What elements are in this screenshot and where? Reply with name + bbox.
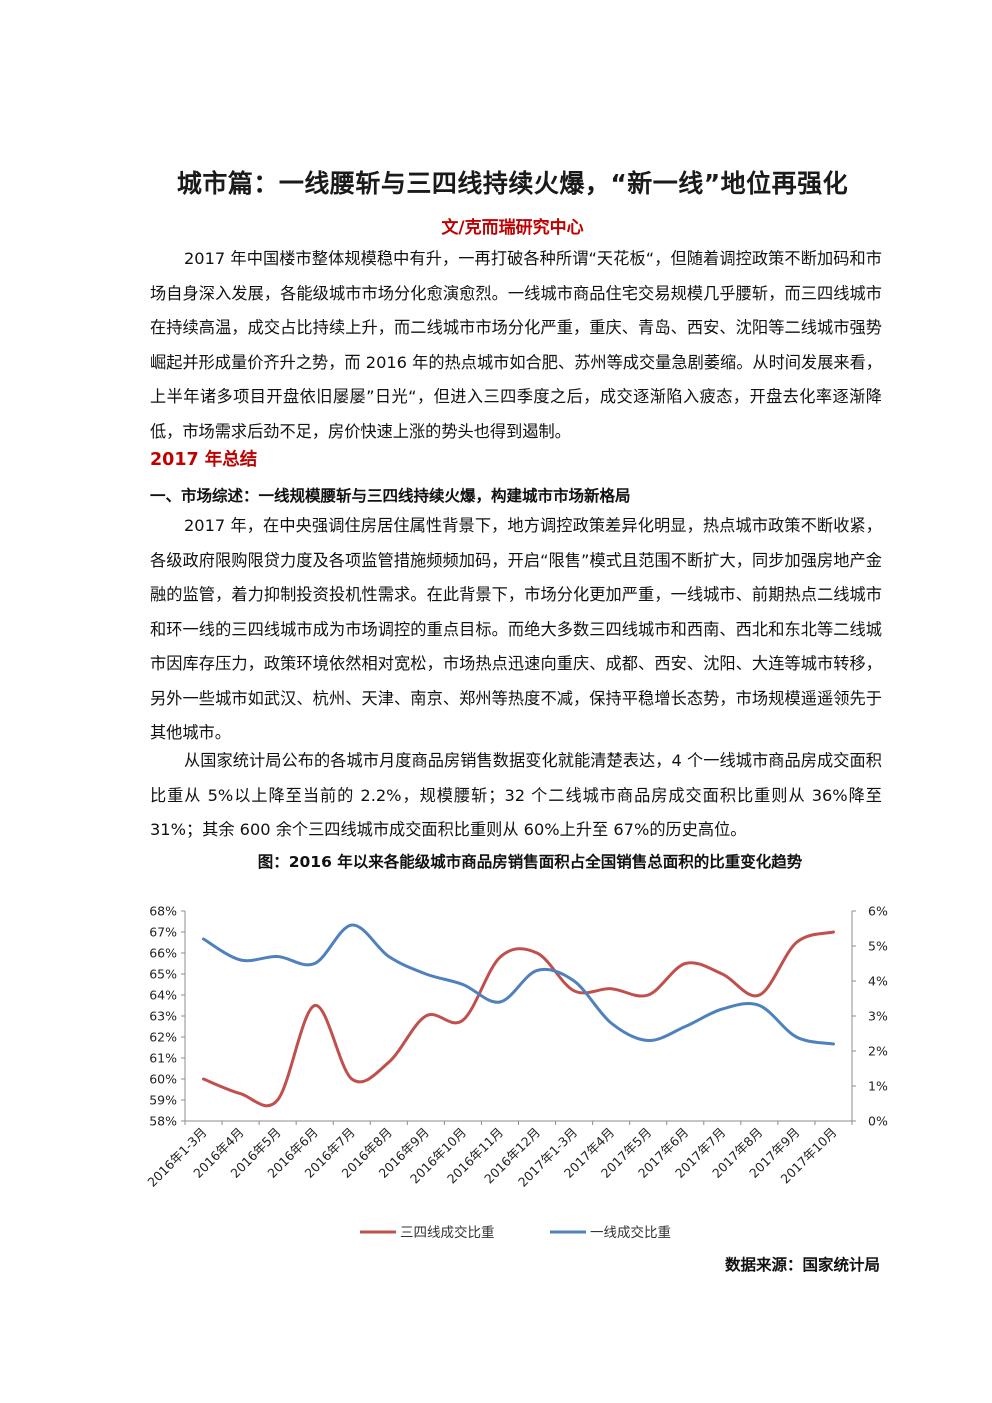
y-left-tick-label: 66% [149, 946, 177, 961]
section-heading-market: 一、市场综述：一线规模腰斩与三四线持续火爆，构建城市市场新格局 [150, 487, 631, 505]
y-right-tick-label: 5% [868, 939, 888, 954]
page-title: 城市篇：一线腰斩与三四线持续火爆，“新一线”地位再强化 [176, 169, 849, 198]
line-chart: 58% 59% 60% 61% 62% 63% 64% 65% 66% 67% 68% 0% 1% 2% 3… [144, 904, 888, 1242]
y-right-tick-label: 1% [868, 1079, 888, 1094]
y-left-tick-label: 67% [149, 925, 177, 940]
y-left-tick-label: 61% [149, 1051, 177, 1066]
y-left-tick-label: 59% [149, 1093, 177, 1108]
legend-label: 三四线成交比重 [400, 1224, 495, 1241]
y-right-tick-label: 2% [868, 1044, 888, 1059]
section-heading-year: 2017 年总结 [150, 450, 258, 470]
data-paragraph-text: 从国家统计局公布的各城市月度商品房销售数据变化就能清楚表达，4 个一线城市商品房… [150, 751, 882, 839]
data-paragraph: 从国家统计局公布的各城市月度商品房销售数据变化就能清楚表达，4 个一线城市商品房… [150, 744, 882, 848]
legend-label: 一线成交比重 [590, 1224, 671, 1241]
y-right-tick-label: 0% [868, 1114, 888, 1129]
y-left-tick-label: 58% [149, 1114, 177, 1129]
y-right-tick-label: 4% [868, 974, 888, 989]
market-paragraph: 2017 年，在中央强调住房居住属性背景下，地方调控政策差异化明显，热点城市政策… [150, 509, 882, 751]
series-line-tier1 [202, 923, 835, 1046]
intro-paragraph: 2017 年中国楼市整体规模稳中有升，一再打破各种所谓“天花板“，但随着调控政策… [150, 242, 882, 449]
author-line: 文/克而瑞研究中心 [441, 218, 584, 238]
chart-title: 图：2016 年以来各能级城市商品房销售面积占全国销售总面积的比重变化趋势 [257, 853, 803, 871]
data-source: 数据来源：国家统计局 [724, 1256, 880, 1274]
market-paragraph-text: 2017 年，在中央强调住房居住属性背景下，地方调控政策差异化明显，热点城市政策… [150, 516, 882, 742]
y-left-tick-label: 62% [149, 1030, 177, 1045]
y-right-tick-label: 6% [868, 904, 888, 919]
y-left-tick-label: 63% [149, 1009, 177, 1024]
y-right-tick-label: 3% [868, 1009, 888, 1024]
y-left-tick-label: 60% [149, 1072, 177, 1087]
y-left-tick-label: 68% [149, 904, 177, 919]
series-line-tier34 [202, 930, 835, 1108]
y-left-tick-label: 64% [149, 988, 177, 1003]
intro-paragraph-text: 2017 年中国楼市整体规模稳中有升，一再打破各种所谓“天花板“，但随着调控政策… [150, 249, 882, 441]
y-left-tick-label: 65% [149, 967, 177, 982]
